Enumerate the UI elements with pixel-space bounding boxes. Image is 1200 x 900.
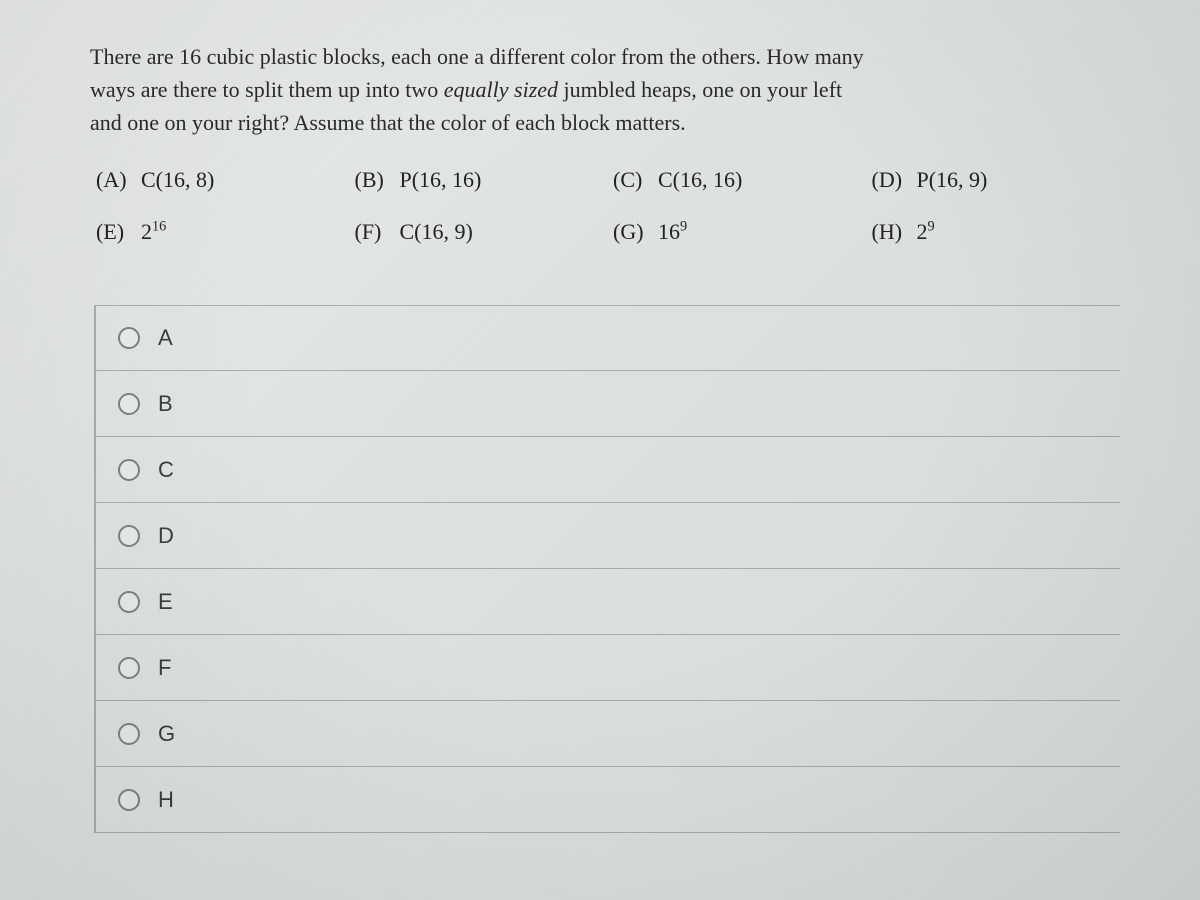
answer-label: F [158,655,171,681]
choice-g: (G)169 [613,219,862,245]
answer-list: A B C D E F G H [94,305,1120,833]
radio-icon[interactable] [118,393,140,415]
answer-label: B [158,391,173,417]
question-line-2-em: equally sized [444,77,558,102]
answer-row-a[interactable]: A [96,305,1120,371]
page: There are 16 cubic plastic blocks, each … [0,0,1200,900]
choice-c: (C)C(16, 16) [613,167,862,193]
answer-label: E [158,589,173,615]
answer-label: D [158,523,174,549]
choice-a: (A)C(16, 8) [96,167,345,193]
question-line-3: and one on your right? Assume that the c… [90,110,686,135]
answer-label: G [158,721,175,747]
answer-label: A [158,325,173,351]
radio-icon[interactable] [118,789,140,811]
question-line-1: There are 16 cubic plastic blocks, each … [90,44,864,69]
answer-row-c[interactable]: C [96,437,1120,503]
answer-row-d[interactable]: D [96,503,1120,569]
answer-row-e[interactable]: E [96,569,1120,635]
answer-row-f[interactable]: F [96,635,1120,701]
answer-row-b[interactable]: B [96,371,1120,437]
radio-icon[interactable] [118,657,140,679]
radio-icon[interactable] [118,459,140,481]
answer-label: C [158,457,174,483]
radio-icon[interactable] [118,327,140,349]
question-line-2-pre: ways are there to split them up into two [90,77,444,102]
choice-b: (B)P(16, 16) [355,167,604,193]
answer-row-g[interactable]: G [96,701,1120,767]
choice-d: (D)P(16, 9) [872,167,1121,193]
question-line-2-post: jumbled heaps, one on your left [558,77,842,102]
answer-label: H [158,787,174,813]
choice-e: (E)216 [96,219,345,245]
radio-icon[interactable] [118,591,140,613]
choices-grid: (A)C(16, 8) (B)P(16, 16) (C)C(16, 16) (D… [90,167,1120,245]
choice-f: (F)C(16, 9) [355,219,604,245]
choice-h: (H)29 [872,219,1121,245]
radio-icon[interactable] [118,723,140,745]
question-text: There are 16 cubic plastic blocks, each … [90,40,1120,139]
answer-row-h[interactable]: H [96,767,1120,833]
radio-icon[interactable] [118,525,140,547]
